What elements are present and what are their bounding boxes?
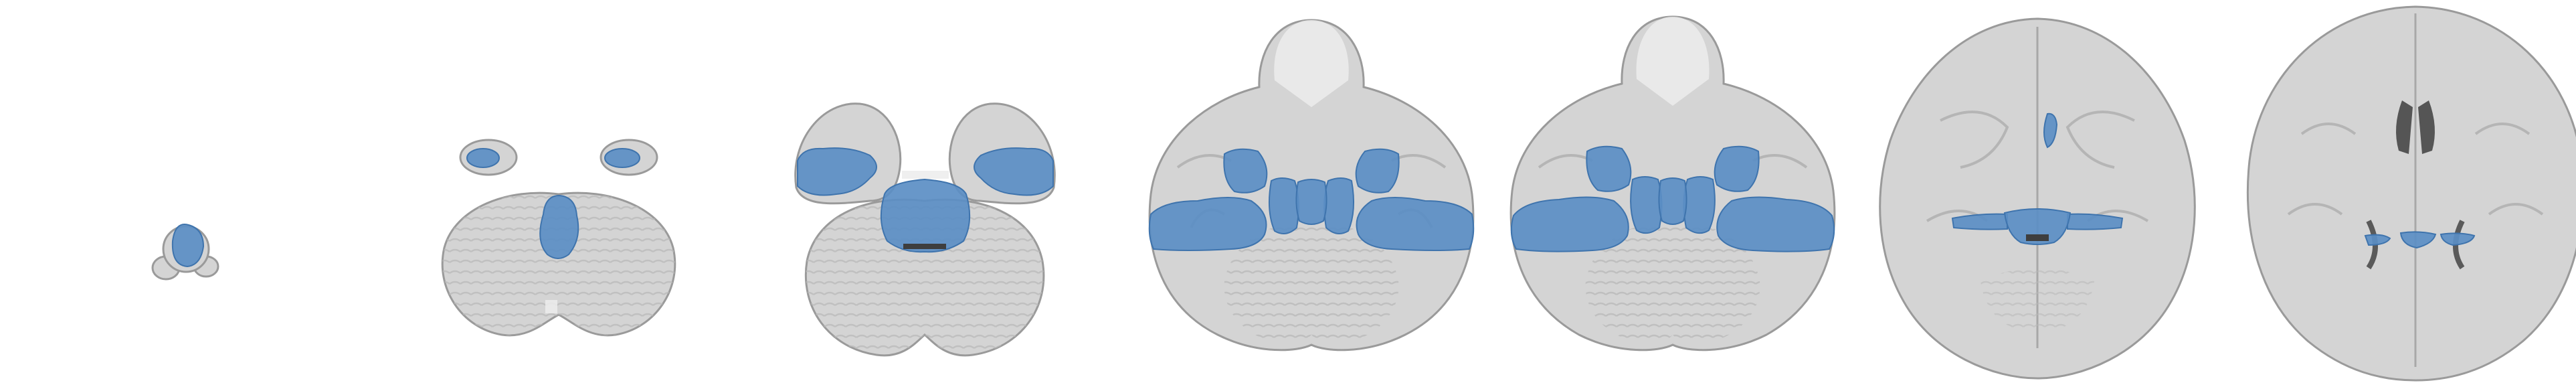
slice-6-overlay-region: [1951, 112, 2124, 245]
slice-7-brain: [2246, 5, 2576, 382]
slice-2: [441, 139, 676, 337]
slice-7-right-ventricle: [2418, 100, 2435, 154]
slice-4-overlay-region: [1148, 148, 1475, 251]
slice-5: [1509, 15, 1836, 352]
slice-1: [151, 224, 219, 281]
slice-6-ventricle: [2026, 234, 2049, 241]
slice-7: [2246, 5, 2576, 382]
slice-5-overlay-region: [1510, 145, 1835, 252]
slice-3: [794, 102, 1056, 357]
slice-4: [1148, 19, 1475, 352]
slice-3-fourth-ventricle: [903, 244, 946, 249]
slice-6-brain: [1879, 17, 2196, 380]
slice-6: [1879, 17, 2196, 380]
slice-7-left-ventricle: [2396, 100, 2413, 154]
slice-7-overlay-region: [2364, 231, 2476, 249]
slice-1-overlay-region: [171, 224, 205, 268]
slice-2-overlay-region: [466, 148, 640, 259]
slice-3-overlay-region: [797, 147, 1054, 253]
